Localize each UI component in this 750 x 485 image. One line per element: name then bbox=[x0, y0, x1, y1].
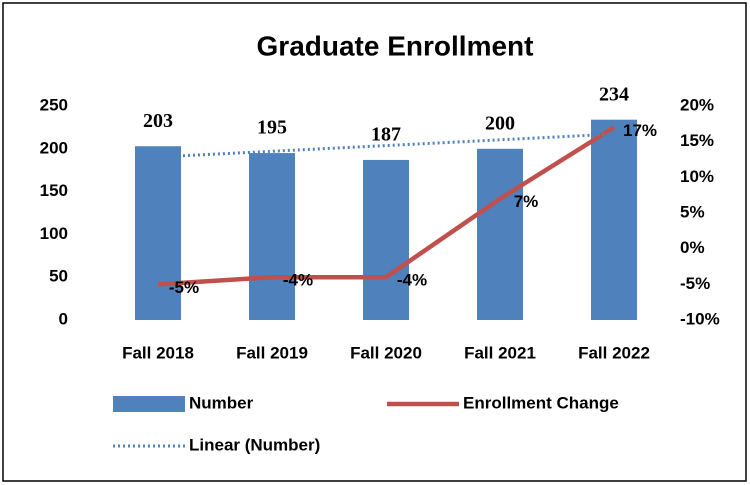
y2-tick-label: 5% bbox=[680, 202, 705, 221]
y2-tick-label: -10% bbox=[680, 309, 720, 328]
y2-tick-label: -5% bbox=[680, 274, 710, 293]
bar bbox=[477, 148, 523, 320]
line-value-label: -4% bbox=[397, 271, 427, 290]
bar-value-label: 195 bbox=[257, 117, 287, 139]
bar bbox=[135, 146, 181, 320]
legend-label: Enrollment Change bbox=[463, 393, 619, 412]
x-tick-label: Fall 2022 bbox=[578, 343, 650, 362]
legend-swatch bbox=[113, 396, 185, 412]
y-tick-label: 150 bbox=[40, 181, 68, 200]
x-tick-label: Fall 2018 bbox=[122, 343, 194, 362]
trendline bbox=[157, 132, 615, 159]
bar bbox=[249, 153, 295, 320]
legend-label: Linear (Number) bbox=[189, 435, 320, 454]
y-tick-label: 250 bbox=[40, 95, 68, 114]
line-value-label: -5% bbox=[169, 278, 199, 297]
line-value-label: -4% bbox=[283, 271, 313, 290]
y-tick-label: 50 bbox=[49, 267, 68, 286]
bar bbox=[363, 159, 409, 320]
bar-value-label: 234 bbox=[599, 83, 629, 105]
chart-title: Graduate Enrollment bbox=[257, 30, 534, 61]
line-series bbox=[157, 125, 616, 287]
x-tick-label: Fall 2021 bbox=[464, 343, 536, 362]
bar-value-label: 187 bbox=[371, 124, 401, 146]
x-tick-label: Fall 2019 bbox=[236, 343, 308, 362]
y-tick-label: 100 bbox=[40, 224, 68, 243]
y2-tick-label: 15% bbox=[680, 131, 714, 150]
y2-tick-label: 0% bbox=[680, 238, 705, 257]
legend-label: Number bbox=[189, 393, 254, 412]
y2-tick-label: 10% bbox=[680, 167, 714, 186]
line-value-label: 17% bbox=[623, 121, 657, 140]
x-tick-label: Fall 2020 bbox=[350, 343, 422, 362]
bar bbox=[591, 119, 637, 320]
bar-value-label: 203 bbox=[143, 110, 173, 132]
line-value-label: 7% bbox=[514, 192, 539, 211]
bar-value-label: 200 bbox=[485, 112, 515, 134]
y-tick-label: 200 bbox=[40, 138, 68, 157]
y2-tick-label: 20% bbox=[680, 95, 714, 114]
y-tick-label: 0 bbox=[59, 309, 68, 328]
